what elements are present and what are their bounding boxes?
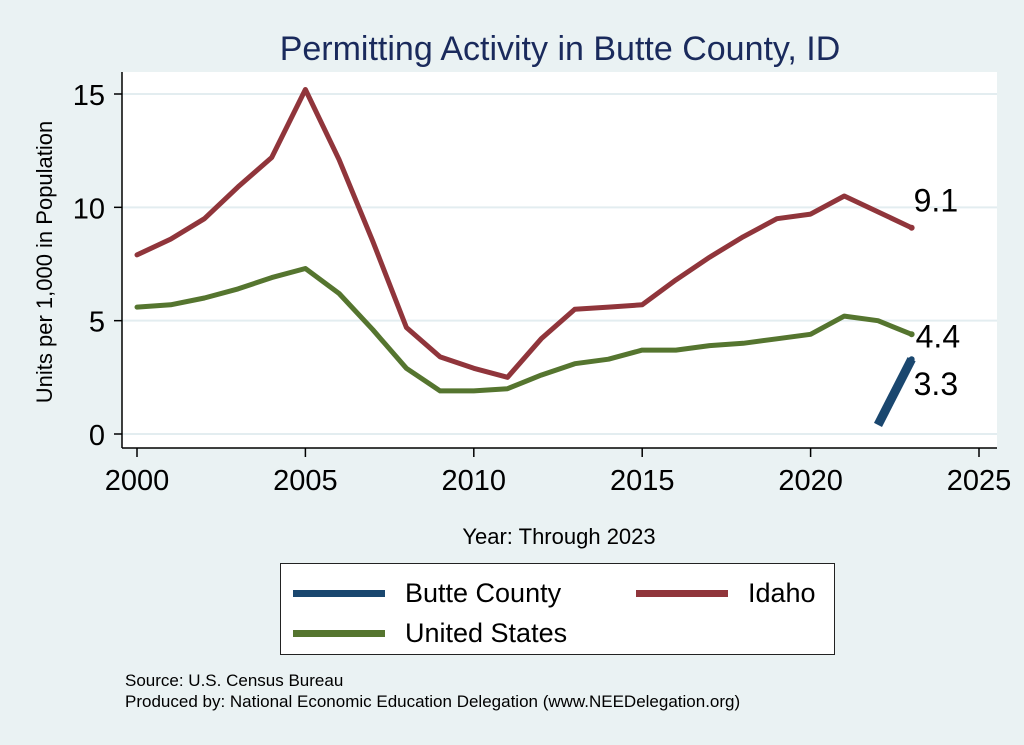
legend-label-united-states: United States: [405, 618, 568, 648]
x-tick-label-2: 2010: [442, 465, 507, 497]
series-line-idaho: [134, 87, 915, 380]
legend-swatch-butte-county: [293, 590, 385, 597]
end-label-united-states: 4.4: [916, 318, 960, 354]
legend: Butte County Idaho United States: [280, 563, 835, 655]
series-line-butte-county: [873, 357, 916, 427]
y-tick-label-1: 5: [89, 307, 105, 339]
y-tick-label-2: 10: [73, 193, 105, 225]
chart-title: Permitting Activity in Butte County, ID: [280, 30, 841, 68]
y-tick-label-3: 15: [73, 80, 105, 112]
axes: 0 5 10 15 2000 2005 2010 2015 2020 2025: [73, 72, 1012, 497]
series-lines: [134, 87, 916, 427]
x-tick-label-1: 2005: [273, 465, 338, 497]
y-axis-label: Units per 1,000 in Population: [32, 121, 57, 404]
x-tick-label-5: 2025: [947, 465, 1012, 497]
x-tick-label-0: 2000: [105, 465, 170, 497]
plot-area: [122, 72, 997, 448]
line-chart: 0 5 10 15 2000 2005 2010 2015 2020 2025 3.3 9.1 4.4…: [32, 30, 1012, 549]
series-line-united-states: [134, 266, 915, 394]
x-tick-label-4: 2020: [778, 465, 843, 497]
gridlines: [122, 93, 997, 435]
x-tick-label-3: 2015: [610, 465, 675, 497]
end-labels: 3.3 9.1 4.4: [914, 183, 960, 402]
end-label-idaho: 9.1: [914, 183, 958, 219]
legend-swatch-idaho: [636, 590, 728, 597]
legend-item-united-states: United States: [293, 618, 567, 649]
y-tick-label-0: 0: [89, 420, 105, 452]
series-end-point-butte-county: [908, 356, 915, 363]
series-end-point-united-states: [908, 331, 915, 338]
series-end-point-idaho: [908, 224, 915, 231]
producer-note: Produced by: National Economic Education…: [125, 692, 741, 711]
x-axis-label: Year: Through 2023: [462, 524, 655, 549]
legend-swatch-united-states: [293, 630, 385, 637]
end-label-butte-county: 3.3: [914, 366, 958, 402]
legend-item-idaho: Idaho: [636, 578, 816, 609]
legend-label-idaho: Idaho: [748, 578, 816, 608]
source-note: Source: U.S. Census Bureau: [125, 671, 344, 690]
legend-item-butte-county: Butte County: [293, 578, 561, 609]
legend-label-butte-county: Butte County: [405, 578, 562, 608]
